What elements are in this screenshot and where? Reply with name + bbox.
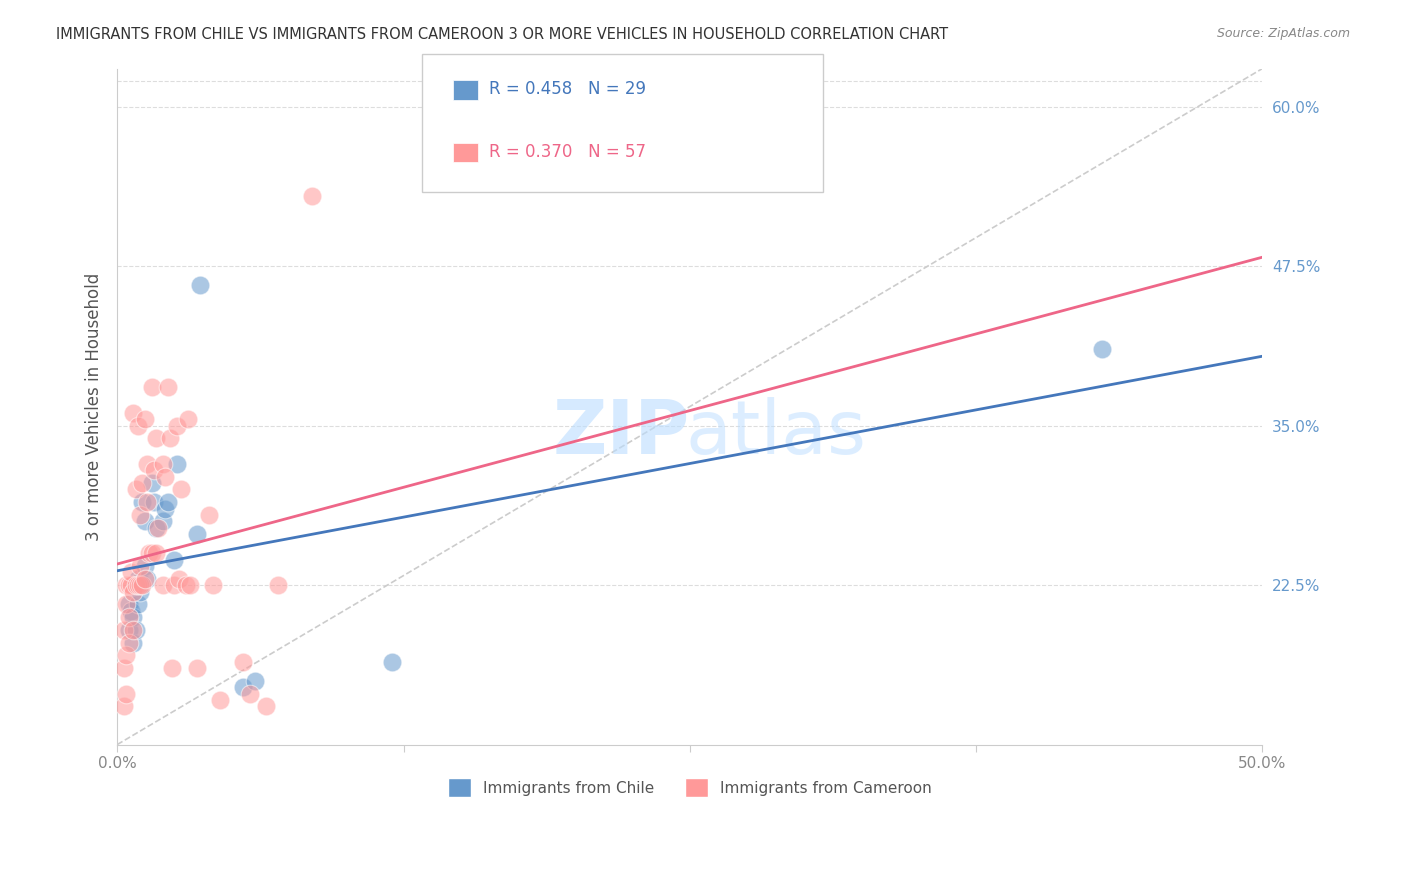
Point [127, 597, 149, 611]
Point [156, 495, 179, 509]
Text: R = 0.370   N = 57: R = 0.370 N = 57 [489, 143, 647, 161]
Point [160, 661, 183, 675]
Point [129, 559, 152, 574]
Text: Source: ZipAtlas.com: Source: ZipAtlas.com [1216, 27, 1350, 40]
Point [134, 514, 156, 528]
Point [209, 693, 232, 707]
Text: R = 0.458   N = 29: R = 0.458 N = 29 [489, 80, 647, 98]
Point [301, 189, 323, 203]
Point [129, 584, 152, 599]
Point [122, 623, 145, 637]
Point [152, 514, 174, 528]
Point [129, 508, 152, 522]
Point [145, 546, 167, 560]
Point [142, 495, 165, 509]
Point [122, 635, 145, 649]
Point [115, 578, 138, 592]
Point [239, 687, 262, 701]
Point [136, 495, 159, 509]
Point [152, 578, 174, 592]
Point [134, 559, 156, 574]
Point [145, 432, 167, 446]
Point [127, 572, 149, 586]
Point [124, 578, 146, 592]
Text: IMMIGRANTS FROM CHILE VS IMMIGRANTS FROM CAMEROON 3 OR MORE VEHICLES IN HOUSEHOL: IMMIGRANTS FROM CHILE VS IMMIGRANTS FROM… [56, 27, 949, 42]
Point [112, 699, 135, 714]
Point [136, 457, 159, 471]
Point [170, 483, 193, 497]
Point [120, 604, 142, 618]
Point [138, 546, 160, 560]
Point [122, 406, 145, 420]
Point [131, 495, 153, 509]
Point [122, 584, 145, 599]
Point [166, 457, 188, 471]
Point [163, 578, 186, 592]
Point [115, 597, 138, 611]
Point [198, 508, 221, 522]
Point [166, 418, 188, 433]
Point [186, 527, 208, 541]
Point [117, 610, 139, 624]
Point [117, 623, 139, 637]
Point [188, 278, 211, 293]
Point [129, 574, 152, 589]
Point [112, 623, 135, 637]
Point [136, 572, 159, 586]
Point [112, 661, 135, 675]
Point [134, 412, 156, 426]
Point [254, 699, 277, 714]
Point [167, 572, 190, 586]
Point [117, 635, 139, 649]
Point [127, 578, 149, 592]
Point [124, 483, 146, 497]
Point [159, 432, 181, 446]
Point [120, 578, 142, 592]
Point [179, 578, 201, 592]
Point [129, 578, 152, 592]
Point [202, 578, 225, 592]
Point [186, 661, 208, 675]
Point [152, 457, 174, 471]
Point [155, 469, 177, 483]
Point [120, 566, 142, 580]
Y-axis label: 3 or more Vehicles in Household: 3 or more Vehicles in Household [86, 272, 103, 541]
Point [232, 655, 254, 669]
Point [381, 655, 404, 669]
Point [177, 412, 200, 426]
Point [115, 687, 138, 701]
Point [115, 648, 138, 663]
Point [156, 380, 179, 394]
Point [131, 476, 153, 491]
Point [131, 578, 153, 592]
Point [141, 476, 163, 491]
Point [142, 463, 165, 477]
Text: atlas: atlas [685, 397, 866, 470]
Point [1091, 342, 1114, 356]
Legend: Immigrants from Chile, Immigrants from Cameroon: Immigrants from Chile, Immigrants from C… [440, 771, 939, 805]
Point [117, 578, 139, 592]
Point [141, 546, 163, 560]
Point [145, 521, 167, 535]
Text: ZIP: ZIP [553, 397, 690, 470]
Point [148, 521, 170, 535]
Point [163, 552, 186, 566]
Point [232, 680, 254, 694]
Point [124, 623, 146, 637]
Point [141, 380, 163, 394]
Point [127, 418, 149, 433]
Point [266, 578, 288, 592]
Point [243, 673, 266, 688]
Point [122, 610, 145, 624]
Point [134, 572, 156, 586]
Point [117, 597, 139, 611]
Point [174, 578, 197, 592]
Point [155, 501, 177, 516]
Point [124, 578, 146, 592]
